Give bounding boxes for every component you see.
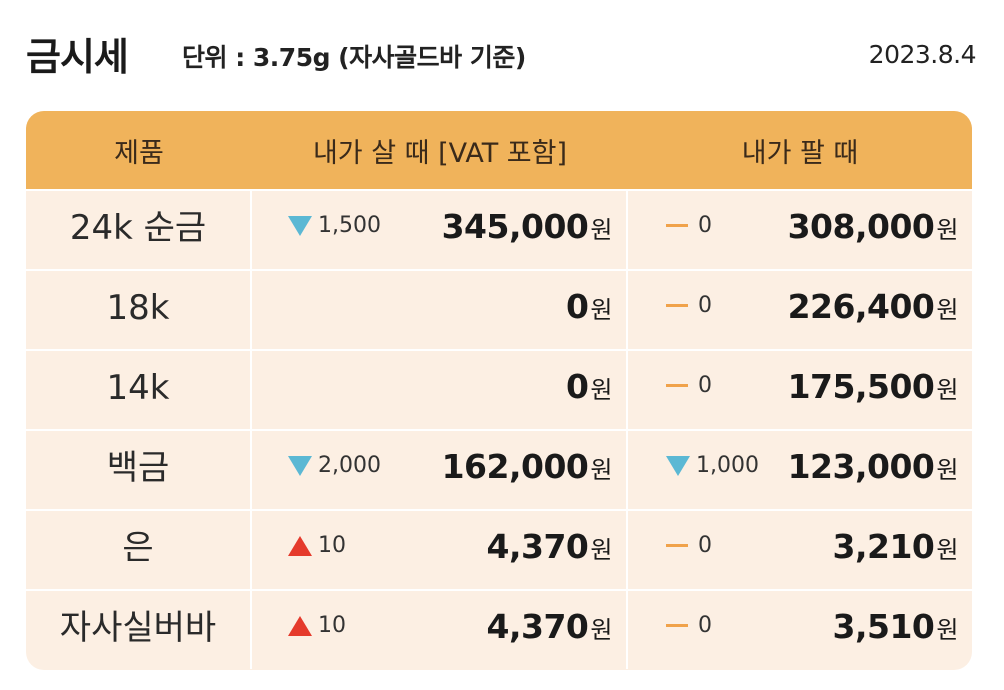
column-header-buy: 내가 살 때 [VAT 포함]: [312, 138, 568, 169]
triangle-down-icon: [288, 455, 312, 476]
sell-price-cell: 0 308,000원: [628, 191, 972, 269]
dash-icon: [666, 304, 688, 307]
triangle-down-icon: [666, 455, 690, 476]
sell-price-cell: 0 3,510원: [628, 591, 972, 669]
sell-price-cell: 0 3,210원: [628, 511, 972, 589]
table-header: 제품 내가 살 때 [VAT 포함] 내가 팔 때: [26, 111, 972, 189]
sell-price-cell: 0 226,400원: [628, 271, 972, 349]
sell-price-cell: 1,000 123,000원: [628, 431, 972, 509]
currency-unit: 원: [936, 456, 958, 484]
sell-change-value: 1,000: [696, 453, 759, 478]
unit-label: 단위 : 3.75g (자사골드바 기준): [182, 43, 526, 72]
column-header-sell: 내가 팔 때: [741, 138, 859, 169]
buy-price-value: 0: [565, 367, 589, 406]
sell-change-value: 0: [698, 533, 712, 558]
product-name: 자사실버바: [26, 591, 252, 669]
sell-change: 0: [666, 533, 712, 558]
table-row: 18k 0원 0 226,400원: [26, 269, 972, 349]
triangle-down-icon: [288, 215, 312, 236]
dash-icon: [666, 224, 688, 227]
buy-change: 10: [288, 613, 346, 638]
triangle-up-icon: [288, 535, 312, 556]
currency-unit: 원: [936, 536, 958, 564]
sell-price-value: 175,500: [787, 367, 935, 406]
buy-change: 1,500: [288, 213, 381, 238]
buy-price-cell: 0원: [252, 271, 628, 349]
buy-change-value: 10: [318, 533, 346, 558]
buy-price: 345,000원: [441, 207, 613, 246]
sell-change-value: 0: [698, 373, 712, 398]
dash-icon: [666, 624, 688, 627]
currency-unit: 원: [936, 216, 958, 244]
sell-price-value: 226,400: [787, 287, 935, 326]
sell-price-value: 308,000: [787, 207, 935, 246]
sell-change: 0: [666, 373, 712, 398]
sell-price: 308,000원: [787, 207, 959, 246]
buy-price: 0원: [565, 287, 613, 326]
table-row: 자사실버바 10 4,370원 0 3,510원: [26, 589, 972, 669]
currency-unit: 원: [590, 456, 612, 484]
product-name: 은: [26, 511, 252, 589]
page-title: 금시세: [26, 35, 129, 79]
buy-change-value: 2,000: [318, 453, 381, 478]
buy-price: 4,370원: [486, 527, 613, 566]
gold-price-table: 제품 내가 살 때 [VAT 포함] 내가 팔 때 24k 순금 1,500 345…: [26, 111, 972, 670]
sell-change: 0: [666, 213, 712, 238]
sell-change-value: 0: [698, 293, 712, 318]
sell-price: 226,400원: [787, 287, 959, 326]
buy-price-value: 4,370: [486, 607, 589, 646]
buy-price: 4,370원: [486, 607, 613, 646]
dash-icon: [666, 384, 688, 387]
sell-price: 123,000원: [787, 447, 959, 486]
page-header: 금시세 단위 : 3.75g (자사골드바 기준) 2023.8.4: [26, 22, 977, 82]
currency-unit: 원: [590, 376, 612, 404]
buy-price-cell: 2,000 162,000원: [252, 431, 628, 509]
product-name: 18k: [26, 271, 252, 349]
currency-unit: 원: [936, 616, 958, 644]
currency-unit: 원: [590, 616, 612, 644]
buy-change: 2,000: [288, 453, 381, 478]
sell-price: 3,210원: [832, 527, 959, 566]
buy-price-value: 0: [565, 287, 589, 326]
sell-price-value: 3,510: [832, 607, 935, 646]
sell-change-value: 0: [698, 213, 712, 238]
sell-price-value: 123,000: [787, 447, 935, 486]
buy-change: 10: [288, 533, 346, 558]
sell-change: 0: [666, 293, 712, 318]
table-row: 24k 순금 1,500 345,000원 0 308,000원: [26, 189, 972, 269]
buy-price-value: 345,000: [441, 207, 589, 246]
currency-unit: 원: [936, 376, 958, 404]
sell-price: 3,510원: [832, 607, 959, 646]
buy-price-cell: 1,500 345,000원: [252, 191, 628, 269]
product-name: 14k: [26, 351, 252, 429]
date-label: 2023.8.4: [868, 40, 977, 69]
buy-change-value: 1,500: [318, 213, 381, 238]
column-header-product: 제품: [114, 138, 164, 169]
sell-price-cell: 0 175,500원: [628, 351, 972, 429]
buy-price-cell: 0원: [252, 351, 628, 429]
currency-unit: 원: [936, 296, 958, 324]
dash-icon: [666, 544, 688, 547]
currency-unit: 원: [590, 216, 612, 244]
currency-unit: 원: [590, 296, 612, 324]
sell-change: 1,000: [666, 453, 759, 478]
table-row: 14k 0원 0 175,500원: [26, 349, 972, 429]
buy-price: 162,000원: [441, 447, 613, 486]
currency-unit: 원: [590, 536, 612, 564]
buy-price-cell: 10 4,370원: [252, 511, 628, 589]
table-row: 은 10 4,370원 0 3,210원: [26, 509, 972, 589]
buy-price: 0원: [565, 367, 613, 406]
buy-change-value: 10: [318, 613, 346, 638]
table-row: 백금 2,000 162,000원 1,000 123,000원: [26, 429, 972, 509]
buy-price-value: 4,370: [486, 527, 589, 566]
sell-change-value: 0: [698, 613, 712, 638]
product-name: 백금: [26, 431, 252, 509]
sell-price: 175,500원: [787, 367, 959, 406]
triangle-up-icon: [288, 615, 312, 636]
sell-price-value: 3,210: [832, 527, 935, 566]
buy-price-value: 162,000: [441, 447, 589, 486]
sell-change: 0: [666, 613, 712, 638]
buy-price-cell: 10 4,370원: [252, 591, 628, 669]
product-name: 24k 순금: [26, 191, 252, 269]
